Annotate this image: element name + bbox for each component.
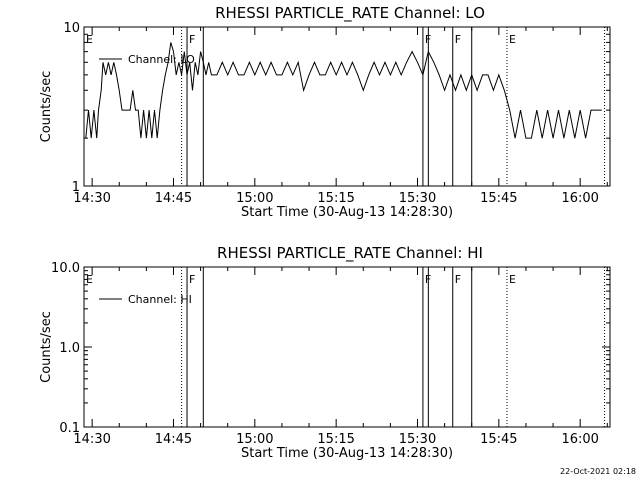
chart-1-title: RHESSI PARTICLE_RATE Channel: LO: [215, 4, 485, 23]
chart-2-marker-label: F: [455, 273, 461, 286]
chart-1-x-tick-label: 15:45: [480, 191, 517, 206]
chart-1-y-tick-label: 1: [72, 180, 80, 195]
chart-2-x-tick-label: 14:45: [155, 432, 192, 447]
chart-1-y-tick-label: 10: [63, 21, 80, 36]
chart-2-legend-label: Channel: HI: [128, 293, 192, 306]
chart-1-x-tick-label: 14:45: [155, 191, 192, 206]
chart-2-y-tick-label: 1.0: [59, 341, 80, 356]
chart-1-marker-label: F: [189, 33, 195, 46]
chart-2-title: RHESSI PARTICLE_RATE Channel: HI: [217, 244, 483, 263]
chart-2-y-tick-label: 0.1: [59, 421, 80, 436]
chart-1-x-tick-label: 14:30: [73, 191, 110, 206]
chart-1-frame: [83, 26, 611, 187]
chart-2-y-tick-label: 10.0: [51, 261, 80, 276]
chart-1-series-line: [85, 42, 602, 139]
chart-1-marker-label: E: [509, 33, 516, 46]
chart-2-y-axis-label: Counts/sec: [39, 311, 54, 383]
chart-1-x-axis-label: Start Time (30-Aug-13 14:28:30): [241, 205, 453, 220]
chart-2-marker-label: F: [189, 273, 195, 286]
chart-1-x-tick-label: 15:00: [236, 191, 273, 206]
chart-2-marker-label: E: [86, 273, 93, 286]
chart-1-y-axis-label: Counts/sec: [39, 71, 54, 143]
chart-2: RHESSI PARTICLE_RATE Channel: HI 14:30 14:…: [39, 244, 611, 461]
chart-2-marker-label: E: [509, 273, 516, 286]
chart-2-x-tick-label: 15:00: [236, 432, 273, 447]
chart-1-x-tick-label: 15:30: [399, 191, 436, 206]
chart-2-x-tick-label: 15:15: [317, 432, 354, 447]
chart-1-marker-label: E: [86, 33, 93, 46]
chart-2-x-tick-label: 16:00: [561, 432, 598, 447]
chart-1-marker-label: F: [455, 33, 461, 46]
chart-1-x-tick-label: 16:00: [561, 191, 598, 206]
chart-1-legend-label: Channel: LO: [128, 53, 195, 66]
chart-2-x-tick-label: 14:30: [73, 432, 110, 447]
chart-1-x-tick-label: 15:15: [317, 191, 354, 206]
chart-2-x-axis-label: Start Time (30-Aug-13 14:28:30): [241, 446, 453, 461]
chart-1: RHESSI PARTICLE_RATE Channel: LO 14:30 14:…: [39, 4, 611, 220]
chart-2-frame: [83, 266, 611, 428]
chart-2-x-tick-label: 15:30: [399, 432, 436, 447]
footer-timestamp: 22-Oct-2021 02:18: [560, 467, 636, 476]
chart-2-x-tick-label: 15:45: [480, 432, 517, 447]
